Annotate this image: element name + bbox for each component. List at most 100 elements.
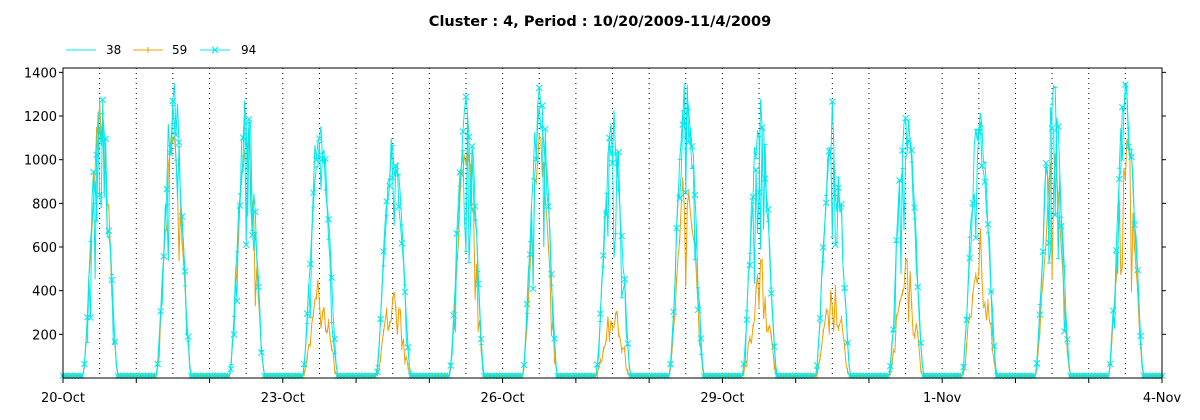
data-point-94 <box>239 134 247 141</box>
data-point-94 <box>377 315 384 323</box>
data-point-94 <box>1109 307 1117 315</box>
data-point-94 <box>1039 248 1047 255</box>
data-point-94 <box>667 360 674 368</box>
data-point-94 <box>1060 328 1068 335</box>
data-point-94 <box>242 241 250 249</box>
y-tick-label: 1400 <box>24 66 57 81</box>
legend-label-59: 59 <box>172 43 187 57</box>
data-point-94 <box>612 150 619 158</box>
data-point-94 <box>245 115 253 123</box>
data-point-94 <box>319 155 326 163</box>
data-point-94 <box>694 306 702 314</box>
data-point-94 <box>1128 153 1135 161</box>
data-point-94 <box>520 361 528 369</box>
data-point-94 <box>911 204 919 211</box>
data-point-94 <box>322 155 329 163</box>
data-point-94 <box>615 148 622 156</box>
data-point-94 <box>978 162 986 170</box>
data-point-94 <box>902 114 909 122</box>
data-point-94 <box>746 261 754 269</box>
data-point-94 <box>743 316 751 323</box>
data-point-94 <box>914 283 922 291</box>
data-point-94 <box>905 137 912 145</box>
data-point-94 <box>1048 125 1056 132</box>
data-point-94 <box>886 362 894 370</box>
data-point-94 <box>676 194 684 202</box>
data-point-94 <box>398 240 406 247</box>
data-point-94 <box>548 270 555 278</box>
data-point-94 <box>752 166 760 174</box>
data-point-94 <box>1137 332 1144 340</box>
data-point-94 <box>917 339 925 347</box>
series-line-38 <box>63 84 1162 377</box>
data-point-94 <box>236 202 244 209</box>
data-point-94 <box>828 98 836 105</box>
data-point-94 <box>538 102 546 110</box>
data-point-94 <box>822 199 830 207</box>
data-point-94 <box>1042 159 1050 167</box>
data-point-94 <box>764 205 772 213</box>
data-point-94 <box>401 288 409 296</box>
data-point-94 <box>303 310 311 317</box>
data-point-94 <box>981 178 989 186</box>
data-point-94 <box>691 191 699 199</box>
data-point-94 <box>465 133 473 141</box>
data-point-94 <box>325 216 332 223</box>
data-point-94 <box>380 248 387 255</box>
data-point-94 <box>230 331 238 338</box>
series-38 <box>61 83 1164 377</box>
data-point-94 <box>300 360 308 368</box>
data-point-94 <box>535 84 543 92</box>
y-tick-label: 1000 <box>24 154 57 169</box>
data-point-94 <box>383 198 390 205</box>
data-point-94 <box>1106 360 1114 368</box>
data-point-94 <box>896 177 903 184</box>
data-point-94 <box>456 169 464 176</box>
data-point-94 <box>523 300 531 308</box>
data-point-94 <box>682 189 690 196</box>
data-point-94 <box>1033 359 1041 367</box>
data-point-94 <box>468 142 476 150</box>
data-point-94 <box>331 335 339 343</box>
data-point-94 <box>1125 143 1132 151</box>
series-lines <box>59 81 1166 380</box>
x-tick-label: 20-Oct <box>41 391 85 406</box>
y-tick-label: 1200 <box>24 110 57 125</box>
data-point-94 <box>526 251 534 258</box>
data-point-94 <box>181 268 189 275</box>
data-point-94 <box>673 224 680 232</box>
data-point-94 <box>740 360 748 368</box>
data-point-94 <box>111 338 119 345</box>
data-point-94 <box>1054 123 1062 130</box>
data-point-94 <box>389 174 397 182</box>
data-point-94 <box>1115 175 1123 183</box>
data-point-94 <box>624 340 632 347</box>
data-point-94 <box>749 193 757 201</box>
x-tick-label: 23-Oct <box>261 391 305 406</box>
data-point-94 <box>178 213 186 220</box>
data-point-94 <box>309 189 317 197</box>
y-tick-label: 400 <box>32 285 57 300</box>
data-point-94 <box>838 200 845 208</box>
data-point-94 <box>90 168 97 176</box>
data-point-94 <box>813 362 821 369</box>
data-point-94 <box>96 191 103 199</box>
data-point-94 <box>386 182 394 190</box>
data-point-94 <box>606 134 613 142</box>
x-tick-label: 29-Oct <box>700 391 744 406</box>
data-point-94 <box>841 284 848 292</box>
data-point-94 <box>609 159 616 167</box>
data-point-94 <box>471 203 479 210</box>
data-point-94 <box>1057 222 1065 230</box>
data-point-94 <box>374 368 381 376</box>
data-point-94 <box>392 162 400 170</box>
plot-frame <box>62 67 1163 379</box>
data-point-94 <box>93 151 100 159</box>
data-point-94 <box>908 146 916 154</box>
data-point-94 <box>890 326 897 333</box>
data-point-94 <box>844 339 851 347</box>
data-point-94 <box>81 360 88 368</box>
data-point-94 <box>825 148 833 155</box>
data-point-94 <box>163 185 171 193</box>
